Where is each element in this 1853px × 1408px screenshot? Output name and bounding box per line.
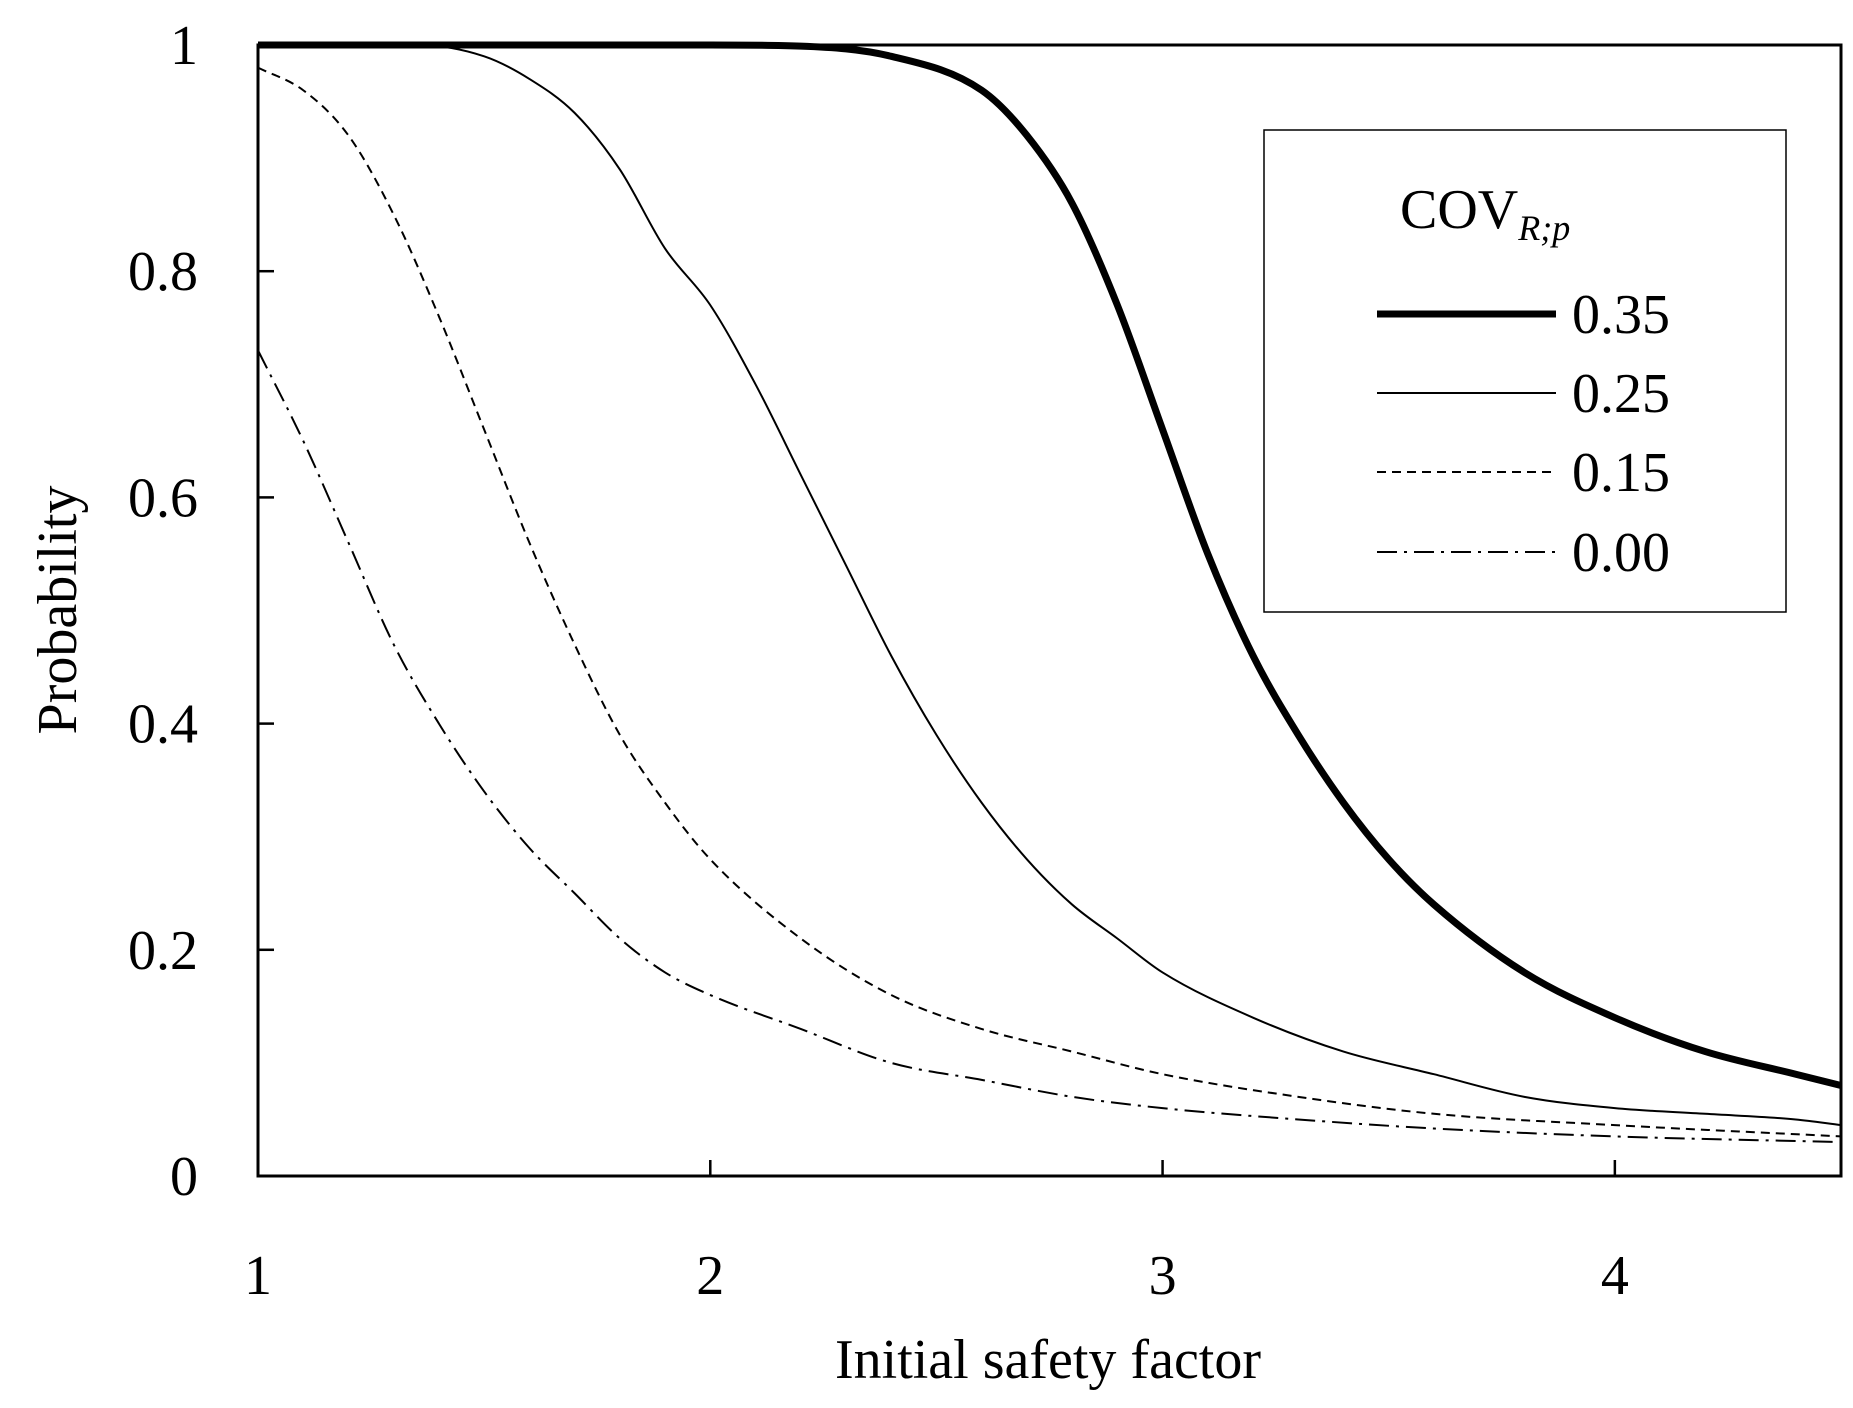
x-tick-label: 1	[244, 1245, 272, 1307]
y-tick-label: 1	[170, 15, 198, 77]
x-tick-label: 2	[696, 1245, 724, 1307]
y-tick-label: 0	[170, 1146, 198, 1208]
legend-label-0-15: 0.15	[1572, 442, 1670, 504]
x-tick-label: 4	[1601, 1245, 1629, 1307]
legend-label-0-00: 0.00	[1572, 522, 1670, 584]
ticks: 1 2 3 4 0 0.2 0.4 0.6 0.8 1	[128, 15, 1629, 1307]
y-tick-label: 0.6	[128, 467, 198, 529]
y-tick-label: 0.4	[128, 694, 198, 756]
legend-label-0-25: 0.25	[1572, 363, 1670, 425]
y-tick-label: 0.8	[128, 241, 198, 303]
legend-title-main: COV	[1400, 179, 1518, 241]
series-line-0-00	[257, 349, 1842, 1144]
x-tick-label: 3	[1149, 1245, 1177, 1307]
legend-box	[1263, 129, 1787, 613]
legend-label-0-35: 0.35	[1572, 284, 1670, 346]
legend-items: 0.35 0.25 0.15 0.00	[1377, 284, 1670, 584]
series-line-0-25	[258, 43, 1842, 1127]
series-line-0-15	[257, 66, 1842, 1138]
plot-frame	[256, 43, 1843, 1178]
x-axis-label: Initial safety factor	[835, 1329, 1261, 1391]
y-axis-label: Probability	[27, 486, 89, 735]
legend-title: COVR;p	[1400, 179, 1570, 248]
y-tick-label: 0.2	[128, 920, 198, 982]
legend-title-sub: R;p	[1517, 208, 1570, 248]
